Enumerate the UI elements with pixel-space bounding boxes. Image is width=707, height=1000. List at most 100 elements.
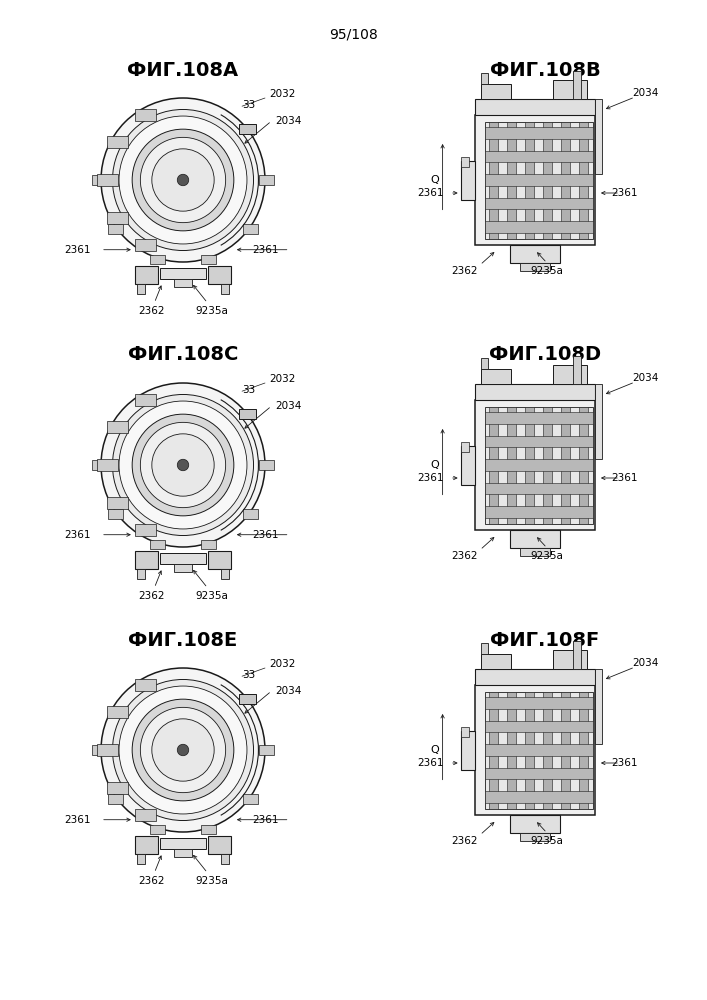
Bar: [484, 221, 592, 233]
Bar: [595, 669, 602, 744]
FancyBboxPatch shape: [201, 540, 216, 549]
FancyBboxPatch shape: [150, 825, 165, 834]
Bar: [209, 551, 231, 569]
Text: 9235a: 9235a: [530, 836, 563, 846]
Bar: [134, 551, 158, 569]
Bar: [579, 121, 588, 238]
Text: 2361: 2361: [252, 815, 279, 825]
FancyBboxPatch shape: [243, 509, 258, 519]
FancyBboxPatch shape: [107, 497, 128, 509]
Bar: [160, 838, 206, 849]
FancyBboxPatch shape: [107, 136, 128, 148]
FancyBboxPatch shape: [108, 794, 123, 804]
Bar: [174, 849, 192, 857]
Text: 2361: 2361: [416, 473, 443, 483]
FancyBboxPatch shape: [239, 694, 256, 704]
FancyBboxPatch shape: [259, 175, 274, 185]
Text: ФИГ.108F: ФИГ.108F: [491, 631, 600, 650]
Text: 2032: 2032: [269, 374, 296, 384]
Bar: [489, 692, 498, 808]
Bar: [484, 744, 592, 756]
Bar: [484, 406, 592, 524]
Bar: [484, 692, 592, 808]
Text: 2361: 2361: [416, 188, 443, 198]
Bar: [160, 553, 206, 564]
Bar: [525, 406, 534, 524]
FancyBboxPatch shape: [243, 794, 258, 804]
Bar: [489, 121, 498, 238]
Text: 2034: 2034: [275, 686, 301, 696]
Bar: [484, 436, 592, 447]
Bar: [510, 815, 560, 833]
Text: 2362: 2362: [138, 876, 165, 886]
Bar: [484, 768, 592, 779]
Text: 33: 33: [242, 385, 255, 395]
FancyBboxPatch shape: [98, 459, 118, 471]
Bar: [520, 263, 550, 271]
FancyBboxPatch shape: [201, 825, 216, 834]
Text: 9235a: 9235a: [195, 591, 228, 601]
Bar: [489, 406, 498, 524]
Text: 2034: 2034: [632, 658, 658, 668]
Bar: [137, 569, 145, 579]
Bar: [510, 245, 560, 263]
Text: 2034: 2034: [632, 373, 658, 383]
Text: 33: 33: [242, 670, 255, 680]
Bar: [484, 198, 592, 209]
Bar: [134, 266, 158, 284]
Bar: [484, 121, 592, 238]
Bar: [484, 127, 592, 139]
Circle shape: [101, 383, 265, 547]
Bar: [484, 174, 592, 186]
Bar: [573, 641, 580, 669]
FancyBboxPatch shape: [150, 255, 165, 264]
Bar: [475, 384, 595, 400]
Circle shape: [112, 679, 254, 821]
Bar: [460, 730, 475, 770]
Bar: [525, 692, 534, 808]
Text: 95/108: 95/108: [329, 28, 378, 42]
Text: Q: Q: [431, 460, 439, 470]
Text: 9235a: 9235a: [530, 551, 563, 561]
Text: Q: Q: [431, 745, 439, 755]
Bar: [508, 692, 516, 808]
Text: 2362: 2362: [452, 836, 478, 846]
Text: 2362: 2362: [452, 266, 478, 276]
Bar: [595, 384, 602, 458]
Text: ФИГ.108A: ФИГ.108A: [127, 60, 238, 80]
Circle shape: [152, 719, 214, 781]
Text: 2361: 2361: [64, 530, 90, 540]
Text: ФИГ.108D: ФИГ.108D: [489, 346, 601, 364]
Bar: [481, 654, 511, 669]
Text: ФИГ.108E: ФИГ.108E: [129, 631, 238, 650]
Bar: [520, 548, 550, 556]
Text: 2361: 2361: [252, 530, 279, 540]
Bar: [481, 643, 489, 654]
Bar: [484, 506, 592, 518]
FancyBboxPatch shape: [239, 409, 256, 419]
Circle shape: [141, 137, 226, 223]
Text: Q: Q: [431, 175, 439, 185]
FancyBboxPatch shape: [108, 224, 123, 234]
Circle shape: [132, 699, 234, 801]
Bar: [561, 692, 570, 808]
FancyBboxPatch shape: [259, 460, 274, 470]
Text: ФИГ.108C: ФИГ.108C: [128, 346, 238, 364]
Text: 2034: 2034: [275, 401, 301, 411]
Text: 2361: 2361: [252, 245, 279, 255]
Bar: [475, 685, 595, 815]
Bar: [460, 157, 469, 167]
Bar: [484, 483, 592, 494]
Bar: [510, 530, 560, 548]
FancyBboxPatch shape: [98, 174, 118, 186]
Circle shape: [132, 414, 234, 516]
FancyBboxPatch shape: [135, 809, 156, 821]
Circle shape: [177, 174, 189, 186]
Text: 9235a: 9235a: [195, 876, 228, 886]
Bar: [460, 442, 469, 452]
Text: 2362: 2362: [138, 591, 165, 601]
Bar: [460, 160, 475, 200]
Text: 9235a: 9235a: [530, 266, 563, 276]
Bar: [134, 836, 158, 854]
Bar: [553, 365, 587, 384]
